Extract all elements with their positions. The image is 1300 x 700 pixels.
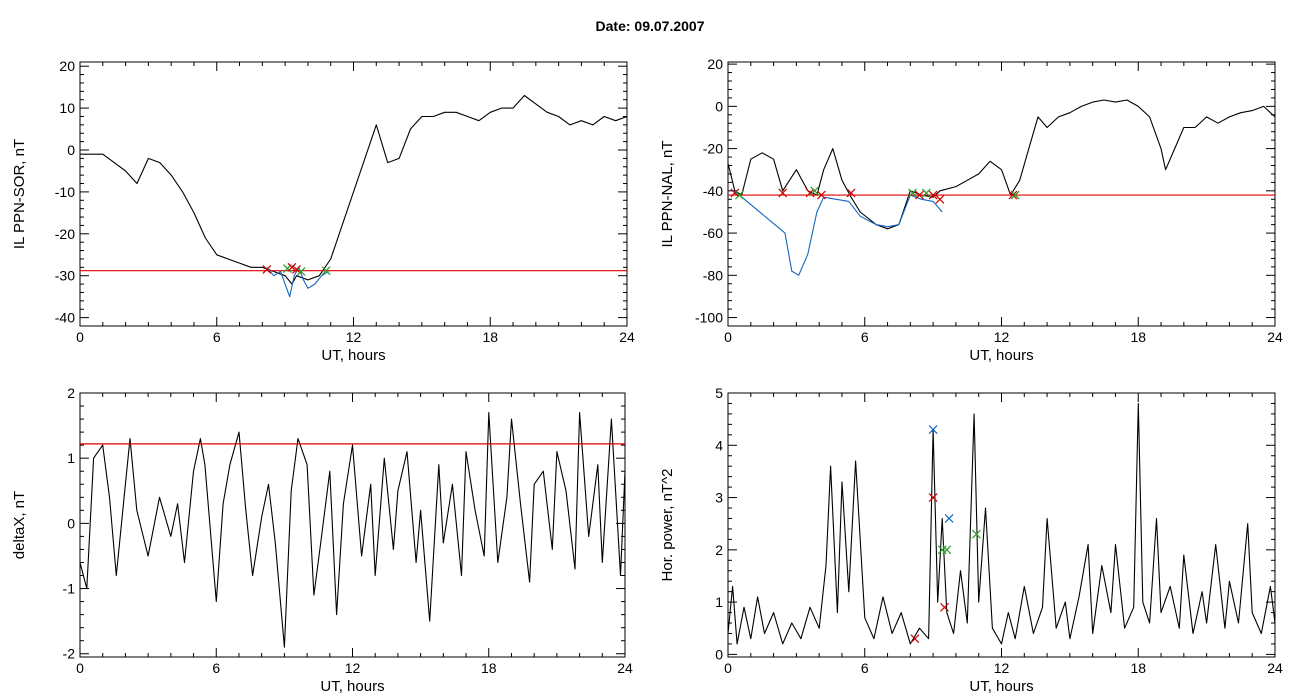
x-tick-label: 18 [481, 660, 497, 676]
y-axis-label: Hor. power, nT^2 [659, 469, 676, 582]
series-line [79, 412, 626, 648]
y-tick-label: 1 [67, 450, 75, 466]
cross-marker [734, 190, 744, 200]
figure-title: Date: 09.07.2007 [595, 18, 705, 34]
cross-marker [817, 190, 826, 200]
x-tick-label: 24 [619, 329, 635, 345]
cross-marker [915, 190, 924, 200]
series-line [727, 99, 1276, 230]
x-tick-label: 18 [1130, 660, 1146, 676]
y-tick-label: -40 [55, 310, 75, 326]
plot-frame [79, 392, 626, 658]
x-tick-label: 24 [617, 660, 633, 676]
cross-marker [972, 529, 981, 539]
x-tick-label: 12 [994, 660, 1010, 676]
y-tick-label: -2 [63, 646, 76, 662]
cross-marker [942, 545, 952, 555]
x-tick-label: 24 [1267, 329, 1283, 345]
x-tick-label: 0 [724, 660, 732, 676]
cross-marker [730, 188, 740, 198]
y-tick-label: 2 [67, 385, 75, 401]
cross-marker [296, 267, 306, 276]
x-tick-label: 6 [212, 660, 220, 676]
y-tick-label: -60 [703, 225, 723, 241]
panel-il-ppn-nal: 0 6 12 18 24 -100 -80 -60 -40 -20 0 20 UT, hours IL P… [659, 56, 1283, 364]
y-tick-label: 0 [67, 515, 75, 531]
plot-frame [727, 61, 1276, 327]
cross-marker [928, 425, 938, 435]
cross-marker [944, 514, 954, 523]
y-tick-label: 3 [715, 490, 723, 506]
x-axis-label: UT, hours [969, 347, 1033, 364]
cross-marker [778, 188, 788, 198]
y-tick-label: -20 [703, 141, 723, 157]
x-tick-label: 18 [1130, 329, 1146, 345]
plot-frame [79, 61, 628, 327]
y-tick-label: -30 [55, 268, 75, 284]
y-tick-label: 20 [707, 56, 723, 72]
cross-marker [935, 194, 945, 204]
panel-il-ppn-sor: 0 6 12 18 24 -40 -30 -20 -10 0 10 20 UT, hours IL PPN… [11, 58, 635, 364]
cross-marker [928, 190, 938, 200]
cross-marker [292, 265, 301, 274]
x-axis-label: UT, hours [321, 347, 385, 364]
x-tick-label: 6 [213, 329, 221, 345]
x-tick-label: 0 [76, 660, 84, 676]
cross-marker [937, 545, 947, 555]
y-tick-label: 10 [59, 100, 75, 116]
cross-marker [940, 602, 949, 612]
x-tick-label: 12 [345, 660, 361, 676]
cross-marker [910, 634, 920, 644]
x-tick-label: 12 [346, 329, 362, 345]
cross-marker [846, 188, 856, 198]
y-tick-label: -20 [55, 226, 75, 242]
x-tick-label: 24 [1267, 660, 1283, 676]
y-tick-label: 4 [715, 437, 723, 453]
y-tick-label: -100 [695, 310, 723, 326]
y-tick-label: 0 [715, 98, 723, 114]
cross-marker [805, 188, 815, 198]
x-tick-label: 12 [994, 329, 1010, 345]
cross-marker [908, 188, 918, 198]
cross-marker [262, 265, 272, 274]
cross-marker [1008, 190, 1018, 200]
y-axis-label: IL PPN-SOR, nT [11, 139, 28, 249]
x-tick-label: 6 [861, 329, 869, 345]
plot-frame [727, 392, 1276, 658]
y-tick-label: 20 [59, 58, 75, 74]
series-line [732, 190, 943, 276]
cross-marker [928, 493, 938, 502]
x-tick-label: 0 [76, 329, 84, 345]
x-tick-label: 18 [482, 329, 498, 345]
series-line [266, 266, 329, 298]
x-axis-label: UT, hours [969, 678, 1033, 695]
cross-marker [810, 186, 820, 196]
y-tick-label: -80 [703, 267, 723, 283]
x-tick-label: 6 [861, 660, 869, 676]
cross-marker [921, 188, 931, 198]
y-tick-label: 2 [715, 542, 723, 558]
series-line [727, 402, 1276, 645]
cross-marker [287, 262, 297, 272]
y-tick-label: -10 [55, 184, 75, 200]
y-axis-label: deltaX, nT [11, 491, 28, 559]
cross-marker [1010, 190, 1020, 200]
y-tick-label: -1 [63, 581, 76, 597]
x-tick-label: 0 [724, 329, 732, 345]
y-tick-label: 0 [715, 646, 723, 662]
cross-marker [321, 266, 331, 276]
y-tick-label: 5 [715, 385, 723, 401]
y-tick-label: -40 [703, 183, 723, 199]
series-line [80, 94, 628, 285]
y-tick-label: 0 [67, 142, 75, 158]
y-tick-label: 1 [715, 594, 723, 610]
y-axis-label: IL PPN-NAL, nT [659, 141, 676, 248]
x-axis-label: UT, hours [320, 678, 384, 695]
